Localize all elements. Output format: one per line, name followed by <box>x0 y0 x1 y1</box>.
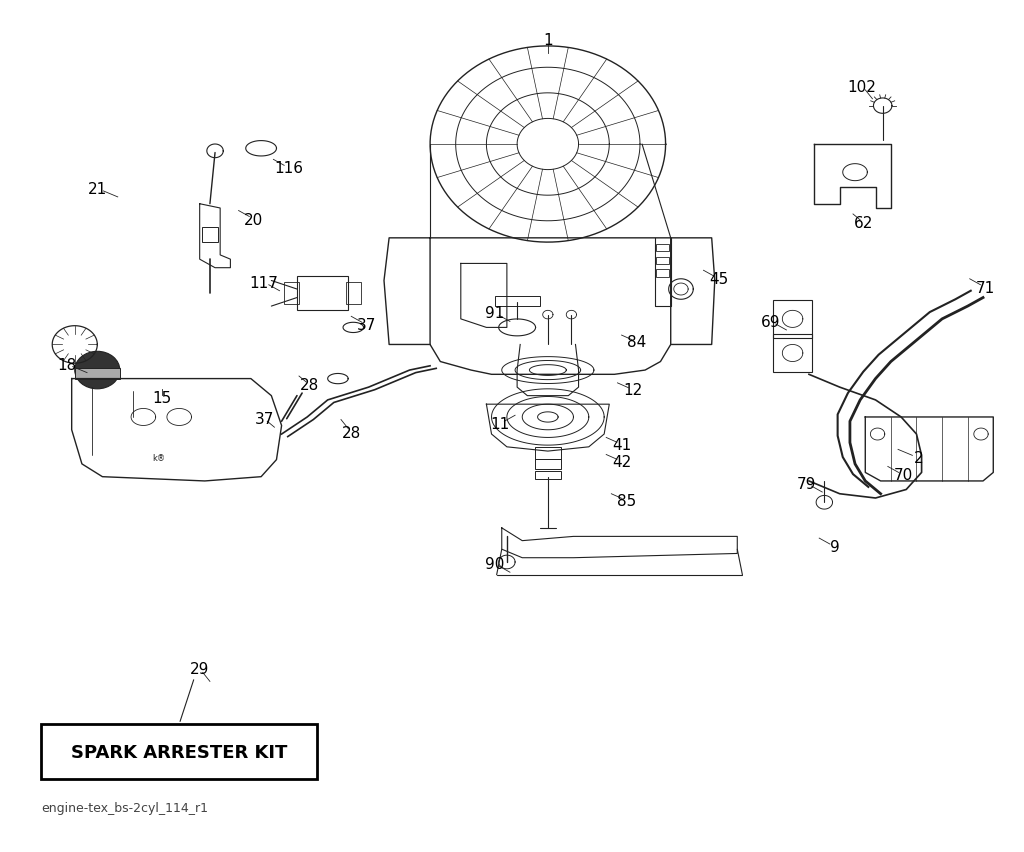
Bar <box>773 335 812 372</box>
Bar <box>656 257 669 265</box>
Bar <box>202 227 218 243</box>
Bar <box>346 283 361 304</box>
Text: 42: 42 <box>612 454 631 469</box>
Text: 20: 20 <box>245 212 263 227</box>
Text: 117: 117 <box>250 275 279 291</box>
Bar <box>297 277 348 311</box>
Text: 9: 9 <box>829 539 840 555</box>
Text: 28: 28 <box>342 425 360 440</box>
Bar <box>773 301 812 338</box>
Text: 84: 84 <box>628 335 646 350</box>
Bar <box>535 447 561 459</box>
Text: engine-tex_bs-2cyl_114_r1: engine-tex_bs-2cyl_114_r1 <box>41 801 208 814</box>
Text: 102: 102 <box>848 79 877 95</box>
Bar <box>41 724 317 780</box>
Text: 28: 28 <box>300 377 318 393</box>
Text: 71: 71 <box>976 280 994 296</box>
Bar <box>535 459 561 469</box>
Text: 79: 79 <box>798 476 816 492</box>
Text: 37: 37 <box>357 318 376 333</box>
Text: 2: 2 <box>913 451 924 466</box>
Bar <box>284 283 299 304</box>
Text: 91: 91 <box>485 306 504 321</box>
Text: k®: k® <box>153 453 165 462</box>
Text: 45: 45 <box>710 272 728 287</box>
Text: 70: 70 <box>894 468 912 483</box>
Text: 85: 85 <box>617 493 636 509</box>
Text: 69: 69 <box>761 314 781 330</box>
Text: 21: 21 <box>88 181 106 197</box>
Bar <box>75 369 120 379</box>
Text: 37: 37 <box>255 412 273 427</box>
Text: 11: 11 <box>490 417 509 432</box>
Text: 41: 41 <box>612 437 631 452</box>
Circle shape <box>75 352 120 389</box>
Text: SPARK ARRESTER KIT: SPARK ARRESTER KIT <box>71 743 288 761</box>
Text: 12: 12 <box>624 383 642 398</box>
Text: 62: 62 <box>854 216 872 231</box>
Bar <box>656 245 669 252</box>
Bar <box>535 471 561 480</box>
Text: 15: 15 <box>153 390 171 406</box>
Text: 116: 116 <box>274 161 303 176</box>
Bar <box>495 296 540 307</box>
Text: 90: 90 <box>485 556 504 572</box>
Text: 1: 1 <box>543 33 553 49</box>
Text: 18: 18 <box>57 357 76 372</box>
Text: 29: 29 <box>190 661 209 676</box>
Bar <box>656 270 669 278</box>
